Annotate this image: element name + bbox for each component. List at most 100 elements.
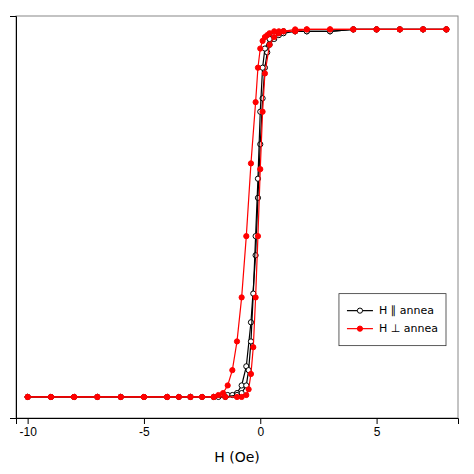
x-tick-label: -10 [19, 425, 37, 439]
data-point [293, 29, 298, 34]
data-point [223, 394, 228, 399]
data-point [351, 27, 356, 32]
legend-label: H ∥ annea [379, 304, 434, 317]
data-point [25, 394, 30, 399]
x-axis: -10 -5 0 5 [17, 418, 459, 439]
y-axis [10, 17, 17, 419]
data-point [397, 27, 402, 32]
data-point [253, 295, 258, 300]
data-point [248, 161, 253, 166]
data-point [351, 27, 356, 32]
data-point [255, 65, 260, 70]
series [25, 27, 449, 400]
x-tick: 0 [257, 418, 264, 439]
series-line [28, 29, 447, 397]
data-point [304, 27, 309, 32]
data-point [351, 27, 356, 32]
data-point [258, 142, 263, 147]
data-point [244, 234, 249, 239]
series [25, 27, 449, 400]
x-tick-mark [377, 418, 378, 424]
data-point [72, 394, 77, 399]
data-point [141, 394, 146, 399]
plot: -10 -5 0 5 H ∥ annea H ⊥ annea [10, 16, 459, 439]
data-point [276, 31, 281, 36]
data-point [267, 42, 272, 47]
data-point [248, 320, 253, 325]
data-point [444, 27, 449, 32]
legend-label: H ⊥ annea [379, 322, 438, 335]
legend-swatch-marker [357, 308, 362, 313]
data-point [225, 383, 230, 388]
data-point [165, 394, 170, 399]
data-point [95, 394, 100, 399]
data-point [444, 27, 449, 32]
x-axis-title: H (Oe) [214, 449, 260, 465]
data-point [397, 27, 402, 32]
data-point [25, 394, 30, 399]
series [25, 27, 449, 400]
data-point [248, 371, 253, 376]
data-point [234, 394, 239, 399]
data-point [276, 31, 281, 36]
data-point [230, 368, 235, 373]
data-point [211, 394, 216, 399]
x-tick: 5 [374, 418, 381, 439]
x-tick: -5 [139, 418, 150, 439]
data-point [272, 34, 277, 39]
chart: -10 -5 0 5 H ∥ annea H ⊥ annea H (Oe) [0, 0, 474, 474]
data-point [95, 394, 100, 399]
data-point [397, 27, 402, 32]
data-point [211, 394, 216, 399]
x-tick: -10 [19, 418, 37, 439]
data-point [397, 27, 402, 32]
data-point [253, 100, 258, 105]
data-point [211, 394, 216, 399]
data-point [421, 27, 426, 32]
x-tick-label: 5 [374, 425, 381, 439]
data-point [118, 394, 123, 399]
legend: H ∥ annea H ⊥ annea [339, 294, 446, 346]
data-point [141, 394, 146, 399]
data-point [293, 29, 298, 34]
data-point [95, 394, 100, 399]
y-axis-line [10, 17, 17, 419]
data-point [72, 394, 77, 399]
data-point [421, 27, 426, 32]
data-point [188, 394, 193, 399]
data-point [293, 29, 298, 34]
data-point [25, 394, 30, 399]
data-point [223, 394, 228, 399]
data-point [188, 394, 193, 399]
series-line [28, 29, 447, 397]
series [25, 27, 449, 400]
data-point [260, 109, 265, 114]
data-point [351, 27, 356, 32]
data-point [188, 394, 193, 399]
data-point [141, 394, 146, 399]
legend-box [339, 294, 446, 346]
plot-frame [16, 16, 458, 418]
data-point [234, 339, 239, 344]
data-point [188, 394, 193, 399]
data-point [48, 394, 53, 399]
data-point [255, 234, 260, 239]
data-point [165, 394, 170, 399]
data-point [374, 27, 379, 32]
series-line [28, 29, 447, 397]
data-point [267, 42, 272, 47]
data-point [251, 345, 256, 350]
data-point [262, 71, 267, 76]
data-point [239, 295, 244, 300]
data-point [48, 394, 53, 399]
x-tick-mark [28, 418, 29, 424]
data-point [118, 394, 123, 399]
data-point [72, 394, 77, 399]
data-point [48, 394, 53, 399]
x-tick-mark [260, 418, 261, 424]
data-point [421, 27, 426, 32]
data-point [118, 394, 123, 399]
data-point [374, 27, 379, 32]
data-point [246, 387, 251, 392]
data-point [25, 394, 30, 399]
